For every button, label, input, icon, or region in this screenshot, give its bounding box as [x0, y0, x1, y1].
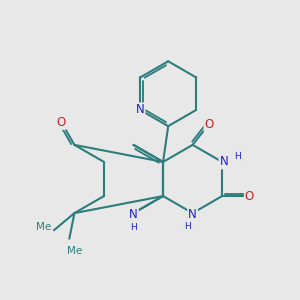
- Text: N: N: [129, 208, 138, 221]
- Text: Me: Me: [67, 246, 82, 256]
- Text: H: H: [234, 152, 241, 161]
- Text: H: H: [184, 222, 191, 231]
- Text: N: N: [220, 155, 228, 168]
- Text: O: O: [245, 190, 254, 202]
- Text: H: H: [130, 223, 137, 232]
- Text: N: N: [188, 208, 197, 221]
- Text: N: N: [136, 103, 145, 116]
- Text: Me: Me: [36, 222, 51, 232]
- Text: O: O: [56, 116, 65, 129]
- Text: O: O: [205, 118, 214, 131]
